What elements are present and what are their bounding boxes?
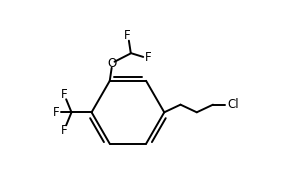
Text: F: F: [61, 88, 67, 101]
Text: F: F: [124, 29, 131, 42]
Text: O: O: [107, 57, 116, 70]
Text: F: F: [145, 51, 151, 64]
Text: F: F: [61, 124, 67, 137]
Text: F: F: [53, 106, 59, 119]
Text: Cl: Cl: [227, 98, 239, 111]
